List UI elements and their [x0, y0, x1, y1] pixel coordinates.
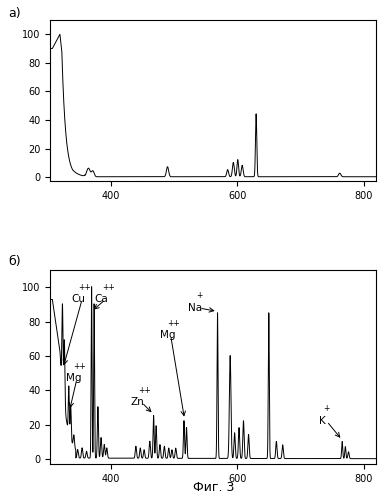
Text: K: K — [319, 416, 326, 426]
Text: Zn: Zn — [131, 397, 145, 407]
Text: б): б) — [8, 255, 21, 268]
Text: Cu: Cu — [71, 294, 85, 304]
Text: Ca: Ca — [95, 294, 109, 304]
Text: +: + — [323, 405, 329, 414]
Text: ++: ++ — [102, 283, 115, 292]
Text: ++: ++ — [167, 319, 180, 328]
Text: ++: ++ — [138, 386, 151, 395]
Text: ++: ++ — [74, 362, 87, 371]
Text: +: + — [196, 291, 202, 300]
Text: а): а) — [8, 7, 21, 20]
Text: ++: ++ — [79, 283, 92, 292]
Text: Na: Na — [189, 303, 203, 313]
Text: Mg: Mg — [160, 330, 175, 340]
Text: Фиг. 3: Фиг. 3 — [193, 481, 234, 494]
Text: Mg: Mg — [66, 373, 82, 383]
